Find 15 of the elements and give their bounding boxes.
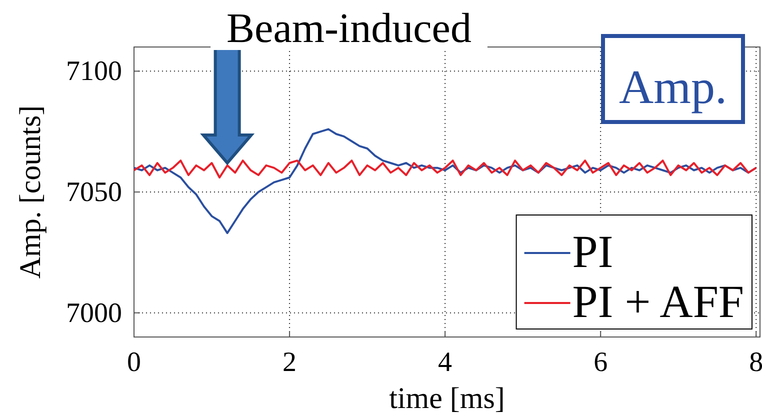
y-axis-title: Amp. [counts] [14, 105, 47, 279]
x-tick-label: 8 [749, 346, 762, 378]
y-tick-label: 7100 [66, 56, 122, 88]
x-axis-title: time [ms] [389, 382, 505, 415]
y-tick-label: 7050 [66, 176, 122, 208]
legend-label: PI [572, 226, 614, 277]
x-tick-label: 0 [127, 346, 141, 378]
x-tick-label: 6 [594, 346, 608, 378]
y-tick-label: 7000 [66, 298, 122, 329]
annotation: Beam-induced [226, 6, 472, 52]
x-tick-label: 2 [282, 346, 297, 378]
legend-label: PI + AFF [572, 276, 744, 327]
x-tick-label: 4 [438, 346, 452, 378]
annotation: Amp. [619, 61, 727, 114]
line-series [133, 160, 758, 178]
